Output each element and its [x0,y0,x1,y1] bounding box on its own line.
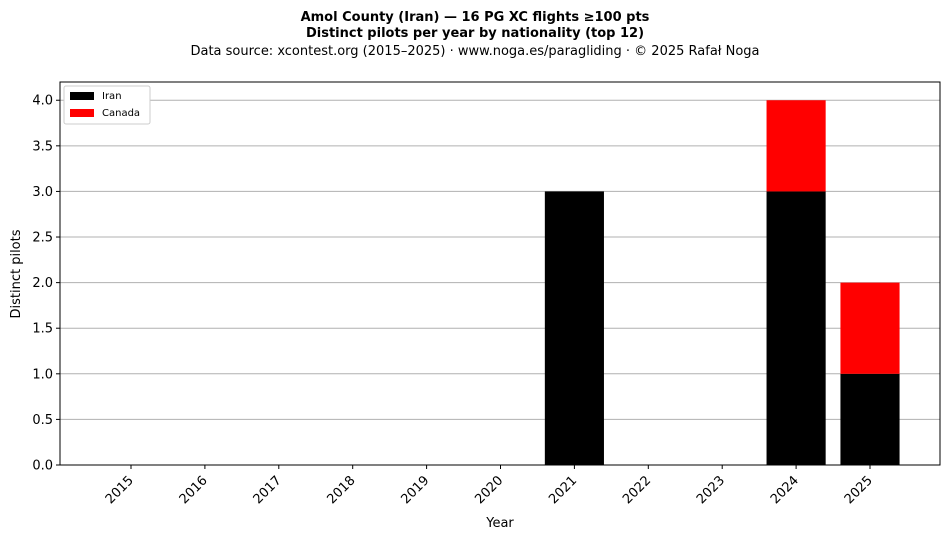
y-tick-label: 4.0 [32,94,53,109]
x-tick-label: 2024 [768,473,802,507]
y-tick-label: 1.5 [32,322,53,337]
legend-label-iran: Iran [102,91,122,102]
bar-canada-2024 [766,100,826,192]
y-axis-label: Distinct pilots [9,229,24,318]
bars [544,100,900,465]
y-tick-label: 3.5 [32,139,53,154]
x-axis-ticks: 2015 2016 2017 2018 2019 2020 2021 2022 2023 2024… [103,465,876,507]
legend-swatch-canada [70,109,94,117]
x-tick-label: 2022 [620,473,654,507]
x-tick-label: 2019 [398,473,432,507]
x-tick-label: 2021 [546,473,580,507]
legend: Iran Canada [63,85,151,125]
gridlines [60,99,940,466]
y-tick-label: 3.0 [32,185,53,200]
x-tick-label: 2025 [842,473,876,507]
x-tick-label: 2016 [177,473,211,507]
x-tick-label: 2017 [251,473,285,507]
y-tick-label: 2.0 [32,276,53,291]
chart-title-line-2: Distinct pilots per year by nationality … [306,26,644,41]
y-axis-ticks: 0.0 0.5 1.0 1.5 2.0 2.5 3.0 3.5 4.0 [32,94,60,474]
x-tick-label: 2015 [103,473,137,507]
chart-subtitle: Data source: xcontest.org (2015–2025) · … [190,44,759,59]
legend-swatch-iran [70,92,94,100]
legend-label-canada: Canada [102,108,140,119]
bar-iran-2021 [544,191,604,465]
bar-iran-2025 [840,373,900,465]
y-tick-label: 0.0 [32,459,53,474]
x-tick-label: 2020 [472,473,506,507]
y-tick-label: 2.5 [32,231,53,246]
chart-title-line-1: Amol County (Iran) — 16 PG XC flights ≥1… [301,10,650,25]
bar-canada-2025 [840,282,900,374]
x-tick-label: 2023 [694,473,728,507]
bar-iran-2024 [766,191,826,465]
x-tick-label: 2018 [325,473,359,507]
y-tick-label: 1.0 [32,367,53,382]
x-axis-label: Year [485,516,514,531]
y-tick-label: 0.5 [32,413,53,428]
